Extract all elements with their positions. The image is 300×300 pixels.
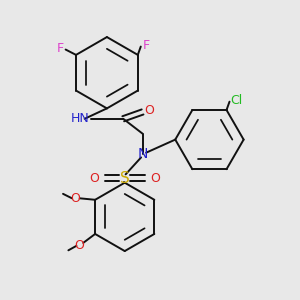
- Text: N: N: [137, 147, 148, 160]
- Text: HN: HN: [71, 112, 89, 125]
- Text: Cl: Cl: [230, 94, 242, 107]
- Text: O: O: [89, 172, 99, 185]
- Text: F: F: [57, 42, 64, 55]
- Text: O: O: [144, 104, 154, 117]
- Text: O: O: [150, 172, 160, 185]
- Text: O: O: [70, 192, 80, 205]
- Text: F: F: [142, 39, 150, 52]
- Text: S: S: [120, 171, 130, 186]
- Text: O: O: [75, 239, 85, 252]
